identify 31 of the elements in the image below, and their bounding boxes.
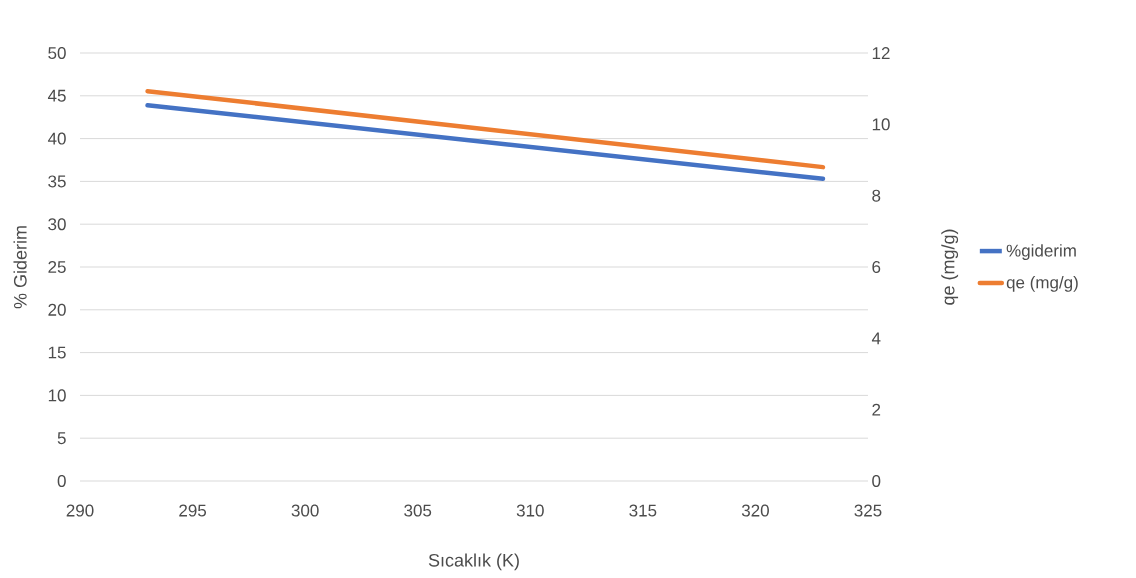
x-tick-label: 300 xyxy=(291,504,319,517)
y2-tick-label: 0 xyxy=(872,474,881,488)
y2-tick-label: 2 xyxy=(872,403,881,416)
y-axis-title: % Giderim xyxy=(13,226,27,309)
y-tick-label: 35 xyxy=(48,175,66,188)
x-axis-title: Sıcaklık (K) xyxy=(428,553,519,571)
x-tick-label: 310 xyxy=(516,504,544,517)
y-tick-label: 40 xyxy=(47,132,66,145)
y-tick-label: 30 xyxy=(48,218,66,231)
y2-tick-label: 10 xyxy=(872,118,890,131)
x-tick-label: 315 xyxy=(629,504,657,517)
x-tick-label: 305 xyxy=(404,504,432,517)
x-tick-label: 290 xyxy=(66,504,94,517)
y2-tick-label: 12 xyxy=(872,47,890,59)
y-tick-label: 10 xyxy=(48,389,66,402)
y-tick-label: 50 xyxy=(48,46,66,60)
y-tick-label: 20 xyxy=(48,303,66,316)
y-tick-label: 25 xyxy=(48,260,66,274)
y2-tick-label: 8 xyxy=(872,189,881,202)
y-tick-label: 15 xyxy=(48,346,66,359)
y2-tick-label: 4 xyxy=(871,332,881,345)
y-tick-label: 45 xyxy=(47,89,66,102)
x-tick-label: 325 xyxy=(854,504,882,517)
y2-axis-title: qe (mg/g) xyxy=(941,229,959,305)
legend-label: qe (mg/g) xyxy=(1006,276,1078,292)
y-tick-label: 5 xyxy=(57,432,66,445)
y2-tick-label: 6 xyxy=(872,260,881,274)
legend-label: %giderim xyxy=(1006,244,1076,261)
x-tick-label: 295 xyxy=(179,504,207,517)
x-tick-label: 320 xyxy=(741,504,769,517)
y-tick-label: 0 xyxy=(57,474,66,488)
